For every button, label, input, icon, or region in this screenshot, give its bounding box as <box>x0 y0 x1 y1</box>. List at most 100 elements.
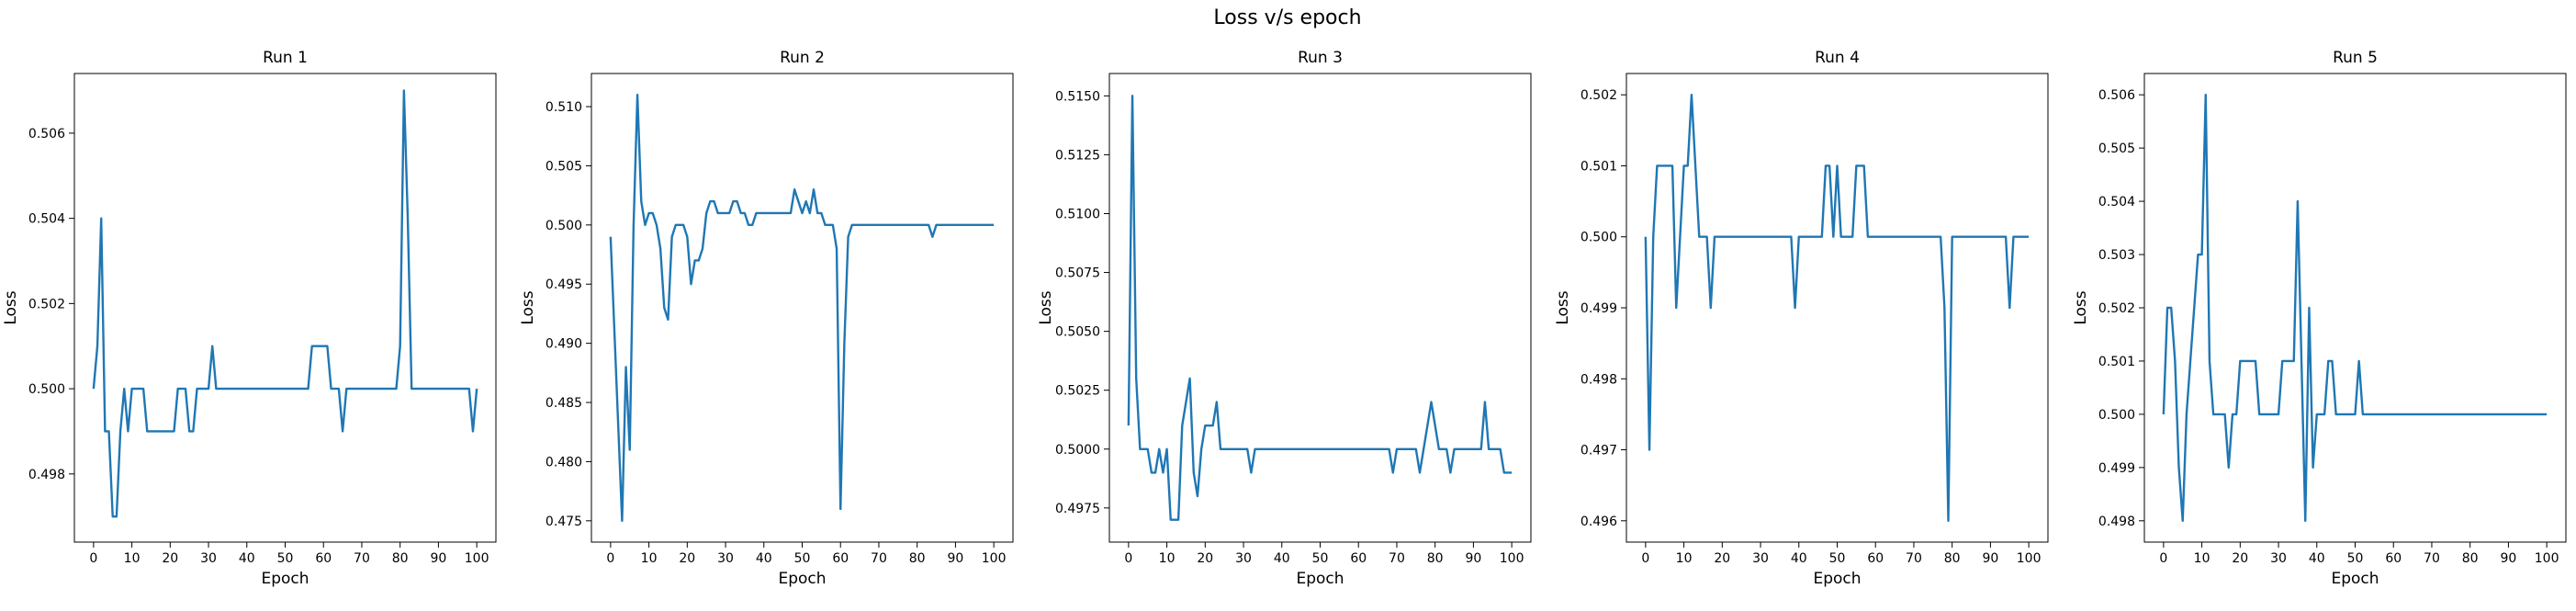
run3-xtick-label: 10 <box>1159 551 1176 566</box>
run1-ytick-label: 0.502 <box>28 297 65 311</box>
run5-ytick-label: 0.505 <box>2098 141 2135 156</box>
run2-plot-frame <box>591 73 1014 543</box>
run3-xtick-label: 100 <box>1500 551 1524 566</box>
run5-xtick-label: 60 <box>2385 551 2402 566</box>
run4-ytick-label: 0.501 <box>1580 159 1617 174</box>
run5-xtick-label: 50 <box>2347 551 2364 566</box>
run2-ytick-label: 0.480 <box>546 455 582 470</box>
run3-ytick-label: 0.4975 <box>1055 502 1100 516</box>
run2-yaxis-label: Loss <box>519 290 537 324</box>
run1-yaxis-label: Loss <box>2 290 20 324</box>
run2-xtick-label: 0 <box>606 551 614 566</box>
run5-xtick-label: 80 <box>2462 551 2479 566</box>
run5-ytick-label: 0.500 <box>2098 408 2135 423</box>
run1-xtick-label: 80 <box>392 551 409 566</box>
run1-xtick-label: 10 <box>124 551 141 566</box>
run4-xaxis-label: Epoch <box>1813 570 1861 588</box>
run4-xtick-label: 70 <box>1906 551 1922 566</box>
run5-xtick-label: 10 <box>2194 551 2210 566</box>
run2-ytick-label: 0.500 <box>546 219 582 233</box>
run4-xtick-label: 60 <box>1867 551 1884 566</box>
run5-ytick-label: 0.499 <box>2098 461 2135 476</box>
run2-xtick-label: 100 <box>982 551 1007 566</box>
run5-xtick-label: 0 <box>2159 551 2167 566</box>
run4-xtick-label: 30 <box>1752 551 1769 566</box>
run3-ytick-label: 0.5025 <box>1055 384 1100 399</box>
run3-yaxis-label: Loss <box>1037 290 1055 324</box>
run5-xtick-label: 40 <box>2309 551 2325 566</box>
run4-xtick-label: 10 <box>1676 551 1693 566</box>
run4-ytick-label: 0.496 <box>1580 515 1617 529</box>
run1-ytick-label: 0.504 <box>28 212 65 227</box>
run1-plot-frame <box>73 73 497 543</box>
run3-xtick-label: 60 <box>1350 551 1367 566</box>
run2-ytick-label: 0.510 <box>546 100 582 115</box>
run1-ytick-label: 0.506 <box>28 127 65 141</box>
run2-xtick-label: 40 <box>756 551 772 566</box>
run2-ytick-label: 0.485 <box>546 396 582 411</box>
run5-ytick-label: 0.504 <box>2098 195 2135 209</box>
run2-xtick-label: 60 <box>832 551 849 566</box>
run5-xtick-label: 20 <box>2232 551 2248 566</box>
run1-xtick-label: 50 <box>277 551 294 566</box>
run5-ytick-label: 0.501 <box>2098 355 2135 369</box>
run5-title: Run 5 <box>2333 49 2378 67</box>
run5-xtick-label: 100 <box>2535 551 2559 566</box>
run3-ytick-label: 0.5100 <box>1055 207 1100 221</box>
run3-xtick-label: 30 <box>1235 551 1252 566</box>
run1-xtick-label: 90 <box>430 551 446 566</box>
run2-xtick-label: 90 <box>947 551 963 566</box>
run4-ytick-label: 0.498 <box>1580 372 1617 387</box>
run1-xtick-label: 100 <box>465 551 489 566</box>
run2-title: Run 2 <box>780 49 825 67</box>
run4-xtick-label: 0 <box>1641 551 1649 566</box>
run2-xtick-label: 80 <box>909 551 926 566</box>
run3-plot-frame <box>1108 73 1532 543</box>
run4-title: Run 4 <box>1815 49 1860 67</box>
run5-ytick-label: 0.506 <box>2098 88 2135 103</box>
run5-ytick-label: 0.498 <box>2098 515 2135 529</box>
run5-xaxis-label: Epoch <box>2331 570 2379 588</box>
run1-xtick-label: 20 <box>162 551 178 566</box>
run2-ytick-label: 0.495 <box>546 277 582 292</box>
run1-xtick-label: 70 <box>354 551 370 566</box>
run3-xtick-label: 90 <box>1465 551 1481 566</box>
run1-xtick-label: 60 <box>315 551 332 566</box>
run1-ytick-label: 0.498 <box>28 468 65 482</box>
run4-xtick-label: 20 <box>1714 551 1730 566</box>
run1-xtick-label: 40 <box>239 551 255 566</box>
run3-ytick-label: 0.5000 <box>1055 443 1100 458</box>
run2-ytick-label: 0.475 <box>546 515 582 529</box>
run4-loss-line <box>1644 93 2030 523</box>
run4-xtick-label: 50 <box>1829 551 1846 566</box>
run5-ytick-label: 0.503 <box>2098 248 2135 263</box>
run2-xtick-label: 70 <box>871 551 887 566</box>
run5-xtick-label: 70 <box>2424 551 2440 566</box>
run4-ytick-label: 0.499 <box>1580 301 1617 316</box>
run2-xtick-label: 30 <box>717 551 734 566</box>
run3-title: Run 3 <box>1298 49 1343 67</box>
figure-title: Loss v/s epoch <box>1213 6 1361 29</box>
run5-xtick-label: 30 <box>2270 551 2287 566</box>
run4-ytick-label: 0.497 <box>1580 444 1617 458</box>
run2-ytick-label: 0.505 <box>546 159 582 174</box>
run1-loss-line <box>92 89 478 518</box>
run4-xtick-label: 100 <box>2017 551 2042 566</box>
run3-loss-line <box>1127 95 1513 521</box>
run3-xtick-label: 50 <box>1312 551 1329 566</box>
run2-xtick-label: 10 <box>641 551 658 566</box>
run3-ytick-label: 0.5050 <box>1055 325 1100 340</box>
run2-xaxis-label: Epoch <box>778 570 826 588</box>
run5-xtick-label: 90 <box>2500 551 2516 566</box>
run4-xtick-label: 80 <box>1944 551 1961 566</box>
run2-loss-line <box>609 93 995 523</box>
run5-plot-frame <box>2143 73 2567 543</box>
run4-ytick-label: 0.500 <box>1580 231 1617 245</box>
run3-xtick-label: 70 <box>1389 551 1405 566</box>
run5-yaxis-label: Loss <box>2072 290 2090 324</box>
run3-ytick-label: 0.5125 <box>1055 148 1100 163</box>
run3-ytick-label: 0.5150 <box>1055 89 1100 104</box>
run4-xtick-label: 40 <box>1791 551 1807 566</box>
run1-xaxis-label: Epoch <box>261 570 309 588</box>
run3-xtick-label: 20 <box>1197 551 1213 566</box>
